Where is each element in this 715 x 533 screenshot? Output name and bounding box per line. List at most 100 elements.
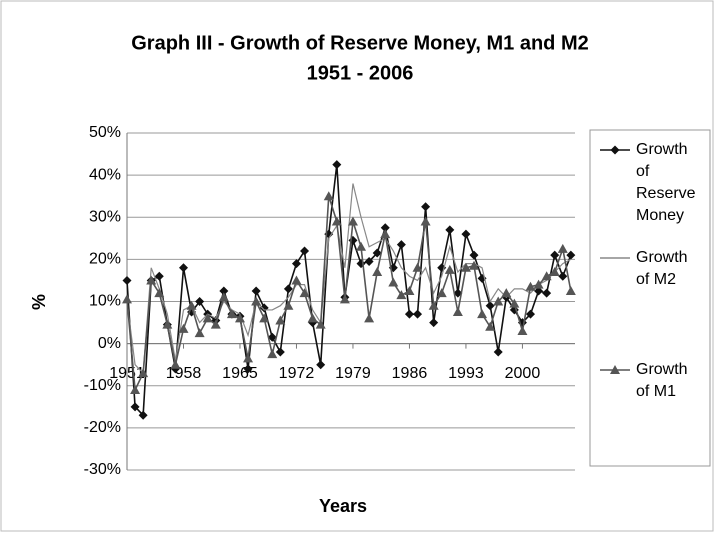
data-point	[186, 300, 197, 310]
data-point	[485, 301, 495, 311]
data-point	[420, 216, 431, 226]
legend-box	[589, 129, 711, 467]
data-point	[444, 264, 455, 274]
x-tick-label: 1993	[448, 365, 484, 382]
data-point	[372, 267, 383, 277]
data-point	[558, 271, 568, 281]
data-point	[526, 309, 535, 319]
series-line	[126, 183, 572, 375]
data-point	[332, 160, 342, 170]
y-tick-label: 30%	[89, 208, 121, 225]
y-tick-label: -30%	[84, 461, 121, 478]
data-point	[283, 300, 294, 310]
data-point	[291, 275, 302, 285]
legend-label: Growth of M2	[636, 249, 692, 288]
data-point	[251, 296, 262, 306]
data-point	[445, 225, 455, 235]
data-point	[380, 223, 390, 233]
x-tick-label: 1972	[279, 365, 315, 382]
x-tick-label: 2000	[505, 365, 541, 382]
data-point	[542, 288, 552, 298]
data-point	[178, 263, 188, 273]
data-point	[429, 318, 439, 328]
data-point	[485, 321, 496, 331]
data-point	[219, 286, 229, 296]
legend-marker	[610, 365, 620, 374]
data-point	[436, 288, 447, 298]
data-point	[130, 402, 140, 412]
data-point	[396, 240, 406, 250]
data-point	[218, 292, 229, 302]
x-tick-label: 1951	[109, 365, 145, 382]
data-point	[356, 241, 367, 251]
data-point	[299, 288, 310, 298]
data-point	[138, 368, 149, 378]
data-point	[364, 256, 374, 266]
data-point	[477, 309, 488, 319]
data-point	[469, 260, 480, 270]
data-point	[388, 277, 399, 287]
data-point	[259, 313, 270, 323]
data-point	[122, 275, 132, 285]
data-point	[323, 191, 334, 201]
x-tick-label: 1986	[392, 365, 428, 382]
y-tick-label: 20%	[89, 251, 121, 268]
data-point	[202, 313, 213, 323]
data-point	[396, 290, 407, 300]
data-point	[509, 298, 520, 308]
data-point	[428, 300, 439, 310]
data-point	[154, 271, 164, 281]
data-point	[452, 307, 463, 317]
data-point	[469, 250, 479, 260]
chart-title: Graph III - Growth of Reserve Money, M1 …	[131, 32, 588, 54]
y-tick-label: 50%	[89, 124, 121, 141]
data-point	[243, 353, 254, 363]
data-point	[566, 250, 576, 260]
x-axis-label: Years	[319, 496, 367, 516]
data-point	[460, 262, 471, 272]
data-point	[404, 285, 415, 295]
data-point	[541, 271, 552, 281]
data-point	[404, 309, 414, 319]
data-point	[534, 286, 544, 296]
data-point	[316, 360, 326, 370]
legend-label: Growth of M1	[636, 361, 692, 400]
data-point	[178, 323, 189, 333]
x-tick-label: 1965	[222, 365, 258, 382]
data-point	[234, 313, 245, 323]
legend-marker	[610, 145, 620, 155]
data-point	[380, 229, 391, 239]
data-point	[275, 347, 285, 357]
data-point	[565, 285, 576, 295]
x-tick-label: 1958	[166, 365, 202, 382]
data-point	[413, 309, 423, 319]
data-point	[195, 297, 205, 306]
data-point	[557, 243, 568, 253]
chart-subtitle: 1951 - 2006	[307, 62, 414, 84]
data-point	[243, 364, 253, 374]
data-point	[226, 309, 237, 319]
data-point	[138, 410, 148, 420]
data-point	[493, 296, 504, 306]
data-point	[146, 275, 157, 285]
data-point	[275, 315, 286, 325]
y-tick-label: -20%	[84, 419, 121, 436]
data-point	[130, 384, 141, 394]
data-point	[525, 281, 536, 291]
data-point	[307, 313, 318, 323]
y-axis-label: %	[29, 294, 49, 310]
data-point	[210, 319, 221, 329]
y-tick-label: -10%	[84, 377, 121, 394]
data-point	[154, 288, 165, 298]
data-point	[267, 332, 277, 342]
data-point	[372, 248, 382, 258]
data-point	[549, 267, 560, 277]
data-point	[267, 349, 278, 359]
data-point	[291, 259, 301, 269]
data-point	[162, 319, 173, 329]
data-point	[347, 216, 358, 226]
data-point	[122, 294, 132, 304]
x-tick-label: 1979	[335, 365, 371, 382]
